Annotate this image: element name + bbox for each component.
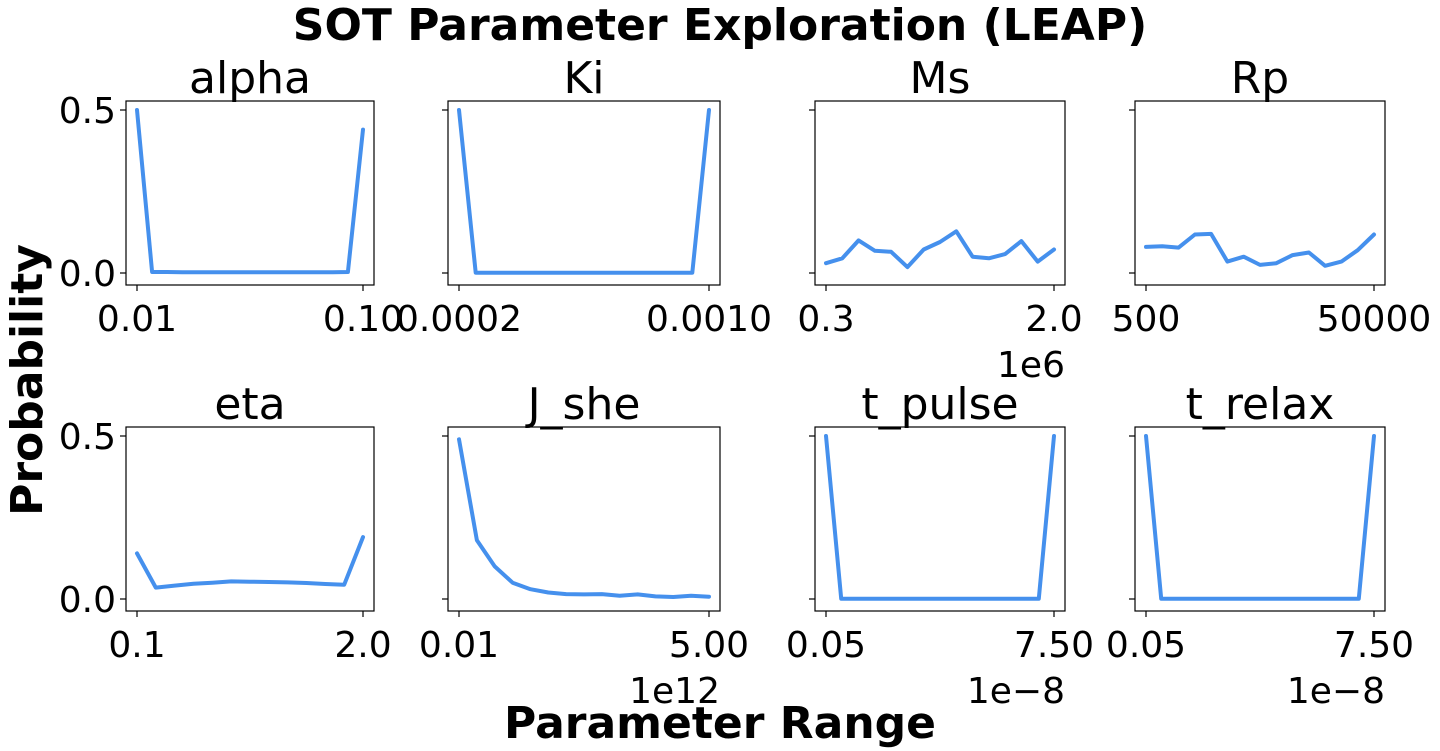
x-tick-label: 0.10 <box>323 299 403 340</box>
subplot-title: Ms <box>910 53 971 104</box>
plot-area <box>447 426 721 612</box>
subplot-ki: Ki 0.0002 0.0010 <box>396 53 772 340</box>
subplot-ms: Ms 0.3 2.0 1e6 <box>797 53 1082 386</box>
subplot-title: t_relax <box>1186 379 1335 430</box>
series-line <box>457 437 711 599</box>
y-tick-label: 0.0 <box>59 580 116 621</box>
x-tick-label: 2.0 <box>1025 299 1082 340</box>
x-tick-label: 0.05 <box>786 625 866 666</box>
plot-area <box>814 100 1066 286</box>
figure-title: SOT Parameter Exploration (LEAP) <box>293 0 1147 51</box>
series-line <box>824 434 1056 601</box>
y-tick-label: 0.5 <box>59 417 116 458</box>
x-tick-label: 0.0002 <box>396 299 522 340</box>
subplot-title: Ki <box>563 53 604 104</box>
subplot-t-pulse: t_pulse 0.05 7.50 1e−8 <box>786 379 1094 712</box>
series-line <box>1144 434 1376 601</box>
x-tick-label: 5.00 <box>669 625 749 666</box>
x-tick-label: 0.3 <box>797 299 854 340</box>
series-line <box>824 229 1056 270</box>
x-tick-label: 7.50 <box>1334 625 1414 666</box>
plot-area <box>1134 426 1386 612</box>
x-tick-label: 7.50 <box>1014 625 1094 666</box>
subplot-rp: Rp 500 50000 <box>1112 53 1432 340</box>
plot-area <box>1134 100 1386 286</box>
x-offset-label: 1e−8 <box>967 671 1065 712</box>
plot-area <box>447 100 721 286</box>
series-line <box>135 535 365 590</box>
plot-area <box>125 426 375 612</box>
x-tick-label: 500 <box>1112 299 1181 340</box>
subplot-eta: eta 0.0 0.5 0.1 2.0 <box>59 379 392 666</box>
subplot-alpha: alpha 0.0 0.5 0.01 0.10 <box>59 53 403 340</box>
subplot-title: Rp <box>1231 53 1290 104</box>
subplot-t-relax: t_relax 0.05 7.50 1e−8 <box>1106 379 1414 712</box>
subplot-title: alpha <box>189 53 311 104</box>
y-tick-label: 0.5 <box>59 91 116 132</box>
y-axis-title: Probability <box>2 244 53 516</box>
plot-area <box>125 100 375 286</box>
x-offset-label: 1e6 <box>997 345 1065 386</box>
x-tick-label: 0.01 <box>419 625 499 666</box>
series-line <box>135 108 365 275</box>
x-tick-label: 0.01 <box>97 299 177 340</box>
x-tick-label: 2.0 <box>334 625 391 666</box>
subplot-j-she: J_she 0.01 5.00 1e12 <box>419 379 749 712</box>
x-axis-title: Parameter Range <box>504 698 936 749</box>
series-line <box>457 108 711 275</box>
series-line <box>1144 231 1376 268</box>
subplot-title: eta <box>214 379 285 430</box>
x-tick-label: 0.05 <box>1106 625 1186 666</box>
x-tick-label: 0.0010 <box>646 299 772 340</box>
subplot-title: t_pulse <box>861 379 1018 430</box>
x-tick-label: 0.1 <box>108 625 165 666</box>
x-tick-label: 50000 <box>1317 299 1432 340</box>
x-offset-label: 1e12 <box>629 671 720 712</box>
x-offset-label: 1e−8 <box>1287 671 1385 712</box>
y-tick-label: 0.0 <box>59 254 116 295</box>
subplot-grid: alpha 0.0 0.5 0.01 0.10 Ki 0.0002 0.0010 Ms 0.3 2.… <box>59 53 1432 712</box>
plot-area <box>814 426 1066 612</box>
subplot-title: J_she <box>525 379 641 430</box>
